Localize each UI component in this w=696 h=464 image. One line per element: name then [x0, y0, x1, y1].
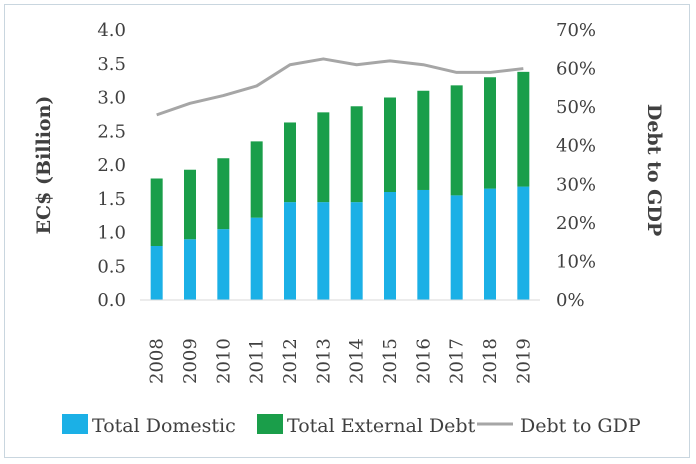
legend-swatch-domestic: [62, 414, 88, 434]
bar-series: [150, 71, 530, 300]
y-tick-label: 0.0: [97, 290, 126, 311]
bar-external: [150, 178, 163, 246]
bar-domestic: [317, 202, 330, 300]
y-tick-label: 2.5: [97, 121, 126, 142]
x-tick-label: 2017: [447, 338, 468, 384]
x-tick-label: 2018: [480, 338, 501, 384]
bar-external: [317, 112, 330, 203]
y-tick-label: 3.0: [97, 88, 126, 109]
bar-domestic: [450, 195, 463, 300]
right-axis-ticks: 0% 10% 20% 30% 40% 50% 60% 70%: [556, 20, 596, 311]
y2-tick-label: 10%: [556, 251, 596, 272]
bar-domestic: [517, 186, 530, 300]
y-tick-label: 0.5: [97, 256, 126, 277]
y-axis-title: EC$ (Billion): [33, 96, 55, 235]
bar-external: [284, 122, 296, 203]
y2-tick-label: 0%: [556, 290, 585, 311]
bar-domestic: [384, 192, 396, 300]
legend: Total Domestic Total External Debt Debt …: [62, 414, 641, 437]
x-tick-label: 2016: [413, 338, 434, 384]
y-tick-label: 1.0: [97, 223, 126, 244]
line-series: [156, 57, 524, 117]
legend-label-external: Total External Debt: [287, 415, 476, 437]
bar-external: [450, 85, 463, 196]
x-tick-label: 2010: [213, 338, 234, 384]
y-tick-label: 2.0: [97, 155, 126, 176]
bar-domestic: [250, 217, 263, 300]
y2-tick-label: 30%: [556, 174, 596, 195]
y2-tick-label: 20%: [556, 213, 596, 234]
x-tick-label: 2015: [380, 338, 401, 384]
y-tick-label: 3.5: [97, 54, 126, 75]
bar-external: [384, 97, 396, 192]
x-tick-label: 2013: [313, 338, 334, 384]
y2-tick-label: 70%: [556, 20, 596, 41]
y2-tick-label: 60%: [556, 59, 596, 80]
y-tick-label: 1.5: [97, 189, 126, 210]
bar-external: [350, 106, 363, 203]
bar-domestic: [484, 188, 496, 300]
bar-external: [417, 90, 430, 190]
bar-domestic: [350, 202, 363, 300]
y2-tick-label: 40%: [556, 136, 596, 157]
debt-to-gdp-line: [156, 57, 524, 117]
bar-domestic: [417, 189, 430, 300]
legend-label-debt-gdp: Debt to GDP: [520, 415, 641, 437]
x-tick-label: 2019: [513, 338, 534, 384]
left-axis-ticks: 0.0 0.5 1.0 1.5 2.0 2.5 3.0 3.5 4.0: [97, 20, 126, 311]
x-tick-label: 2012: [280, 338, 301, 384]
bar-domestic: [217, 229, 230, 300]
legend-label-domestic: Total Domestic: [92, 415, 236, 437]
bar-domestic: [284, 202, 296, 300]
y-tick-label: 4.0: [97, 20, 126, 41]
bar-external: [184, 169, 196, 240]
y2-tick-label: 50%: [556, 97, 596, 118]
x-tick-label: 2008: [147, 338, 168, 384]
bar-external: [250, 141, 263, 218]
x-tick-label: 2014: [347, 338, 368, 384]
bar-domestic: [184, 239, 196, 300]
y2-axis-title: Debt to GDP: [643, 104, 665, 236]
x-axis-ticks: 2008 2009 2010 2011 2012 2013 2014 2015 2016 2017…: [147, 338, 535, 384]
x-tick-label: 2011: [247, 338, 268, 384]
bar-external: [484, 77, 496, 189]
bar-external: [517, 71, 530, 187]
bar-domestic: [150, 246, 163, 300]
bar-external: [217, 158, 230, 230]
chart-frame: [4, 4, 690, 458]
x-tick-label: 2009: [180, 338, 201, 384]
legend-swatch-external: [257, 414, 283, 434]
